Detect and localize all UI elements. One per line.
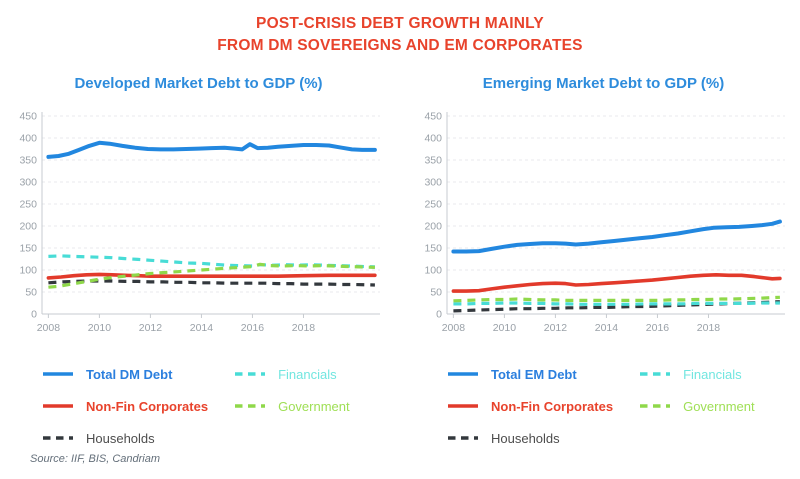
legend-item-total-em-debt: Total EM Debt bbox=[447, 358, 639, 390]
legend-label-total-dm-debt: Total DM Debt bbox=[86, 366, 173, 382]
x-axis-label: 2018 bbox=[292, 322, 316, 334]
legend-item-total-dm-debt: Total DM Debt bbox=[42, 358, 234, 390]
y-axis-label: 300 bbox=[424, 177, 442, 189]
y-axis-label: 350 bbox=[19, 155, 37, 167]
legend-label-total-em-debt: Total EM Debt bbox=[491, 366, 577, 382]
legend-swatch-financials bbox=[640, 372, 671, 376]
series-line-financials bbox=[453, 301, 780, 306]
y-axis-label: 200 bbox=[424, 221, 442, 233]
dm-chart-canvas: 0 50 100 150 200 250 300 350 400 450 2008 2010 2012 2… bbox=[12, 102, 385, 342]
x-axis-label: 2008 bbox=[37, 322, 61, 334]
page-title-line1: POST-CRISIS DEBT GROWTH MAINLY bbox=[256, 15, 544, 32]
legend-swatch-non-fin-corporates bbox=[43, 404, 73, 408]
legend-swatch-households bbox=[43, 436, 73, 440]
legend-item-households: Households bbox=[42, 422, 234, 454]
y-axis-label: 450 bbox=[424, 111, 442, 123]
legend-swatch-non-fin-corporates bbox=[448, 404, 478, 408]
y-axis-label: 200 bbox=[19, 221, 37, 233]
page-title-line2: FROM DM SOVEREIGNS AND EM CORPORATES bbox=[217, 37, 583, 54]
legend-item-financials: Financials bbox=[234, 358, 385, 390]
em-chart-canvas: 0 50 100 150 200 250 300 350 400 450 2008 2010 2012 2… bbox=[417, 102, 790, 342]
x-axis-label: 2014 bbox=[595, 322, 619, 334]
x-axis-label: 2014 bbox=[190, 322, 214, 334]
x-axis-label: 2008 bbox=[442, 322, 466, 334]
legend-item-financials: Financials bbox=[639, 358, 790, 390]
em-chart-panel: Emerging Market Debt to GDP (%) 0 50 100 15… bbox=[417, 71, 790, 454]
y-axis-label: 350 bbox=[424, 155, 442, 167]
legend-swatch-households bbox=[448, 436, 478, 440]
x-axis-label: 2012 bbox=[544, 322, 568, 334]
legend-label-government: Government bbox=[683, 398, 755, 414]
x-axis-label: 2016 bbox=[241, 322, 265, 334]
em-chart-legend: Total EM Debt Non-Fin Corporates Household… bbox=[417, 358, 790, 454]
legend-label-non-fin-corporates: Non-Fin Corporates bbox=[86, 398, 209, 414]
y-axis-label: 150 bbox=[19, 243, 37, 255]
legend-item-government: Government bbox=[639, 390, 790, 422]
legend-item-non-fin-corporates: Non-Fin Corporates bbox=[42, 390, 234, 422]
y-axis-label: 100 bbox=[19, 265, 37, 277]
page-title: POST-CRISIS DEBT GROWTH MAINLY FROM DM S… bbox=[0, 13, 800, 57]
legend-label-government: Government bbox=[278, 398, 350, 414]
legend-label-non-fin-corporates: Non-Fin Corporates bbox=[491, 398, 614, 414]
em-chart-title: Emerging Market Debt to GDP (%) bbox=[482, 75, 725, 92]
source-note: Source: IIF, BIS, Candriam bbox=[30, 453, 161, 465]
legend-label-financials: Financials bbox=[278, 366, 337, 382]
chart-svg: 0 50 100 150 200 250 300 350 400 450 2008 2010 2012 2… bbox=[19, 111, 380, 334]
series-line-households bbox=[48, 279, 375, 287]
dm-chart-panel: Developed Market Debt to GDP (%) 0 50 100 1… bbox=[12, 71, 385, 454]
chart-svg: 0 50 100 150 200 250 300 350 400 450 2008 2010 2012 2… bbox=[424, 111, 785, 334]
y-axis-label: 400 bbox=[424, 133, 442, 145]
dm-chart-legend: Total DM Debt Non-Fin Corporates Household… bbox=[12, 358, 385, 454]
x-axis-label: 2010 bbox=[88, 322, 112, 334]
y-axis-label: 100 bbox=[424, 265, 442, 277]
legend-label-households: Households bbox=[491, 430, 560, 446]
y-axis-label: 300 bbox=[19, 177, 37, 189]
x-axis-label: 2010 bbox=[493, 322, 517, 334]
y-axis-label: 50 bbox=[25, 287, 37, 299]
series-line-government bbox=[48, 262, 375, 289]
legend-swatch-financials bbox=[235, 372, 266, 376]
legend-item-non-fin-corporates: Non-Fin Corporates bbox=[447, 390, 639, 422]
legend-swatch-total-dm-debt bbox=[43, 372, 73, 376]
charts-row: Developed Market Debt to GDP (%) 0 50 100 1… bbox=[0, 71, 800, 454]
series-line-financials bbox=[48, 254, 375, 269]
y-axis-label: 250 bbox=[424, 199, 442, 211]
y-axis-label: 150 bbox=[424, 243, 442, 255]
y-axis-label: 250 bbox=[19, 199, 37, 211]
legend-swatch-government bbox=[640, 404, 671, 408]
series-line-non-fin-corporates bbox=[46, 272, 377, 280]
y-axis-label: 400 bbox=[19, 133, 37, 145]
series-line-government bbox=[453, 295, 780, 303]
y-axis-label: 0 bbox=[31, 309, 37, 321]
series-line-total-em-debt bbox=[451, 219, 782, 254]
x-axis-label: 2012 bbox=[139, 322, 163, 334]
legend-item-government: Government bbox=[234, 390, 385, 422]
y-axis-label: 0 bbox=[436, 309, 442, 321]
series-line-non-fin-corporates bbox=[451, 273, 782, 293]
dm-chart-title: Developed Market Debt to GDP (%) bbox=[74, 75, 323, 92]
legend-label-financials: Financials bbox=[683, 366, 742, 382]
y-axis-label: 50 bbox=[430, 287, 442, 299]
legend-swatch-total-em-debt bbox=[448, 372, 478, 376]
x-axis-label: 2018 bbox=[697, 322, 721, 334]
legend-swatch-government bbox=[235, 404, 266, 408]
series-line-households bbox=[453, 300, 780, 313]
series-line-total-dm-debt bbox=[46, 140, 377, 159]
legend-label-households: Households bbox=[86, 430, 155, 446]
x-axis-label: 2016 bbox=[646, 322, 670, 334]
legend-item-households: Households bbox=[447, 422, 639, 454]
y-axis-label: 450 bbox=[19, 111, 37, 123]
